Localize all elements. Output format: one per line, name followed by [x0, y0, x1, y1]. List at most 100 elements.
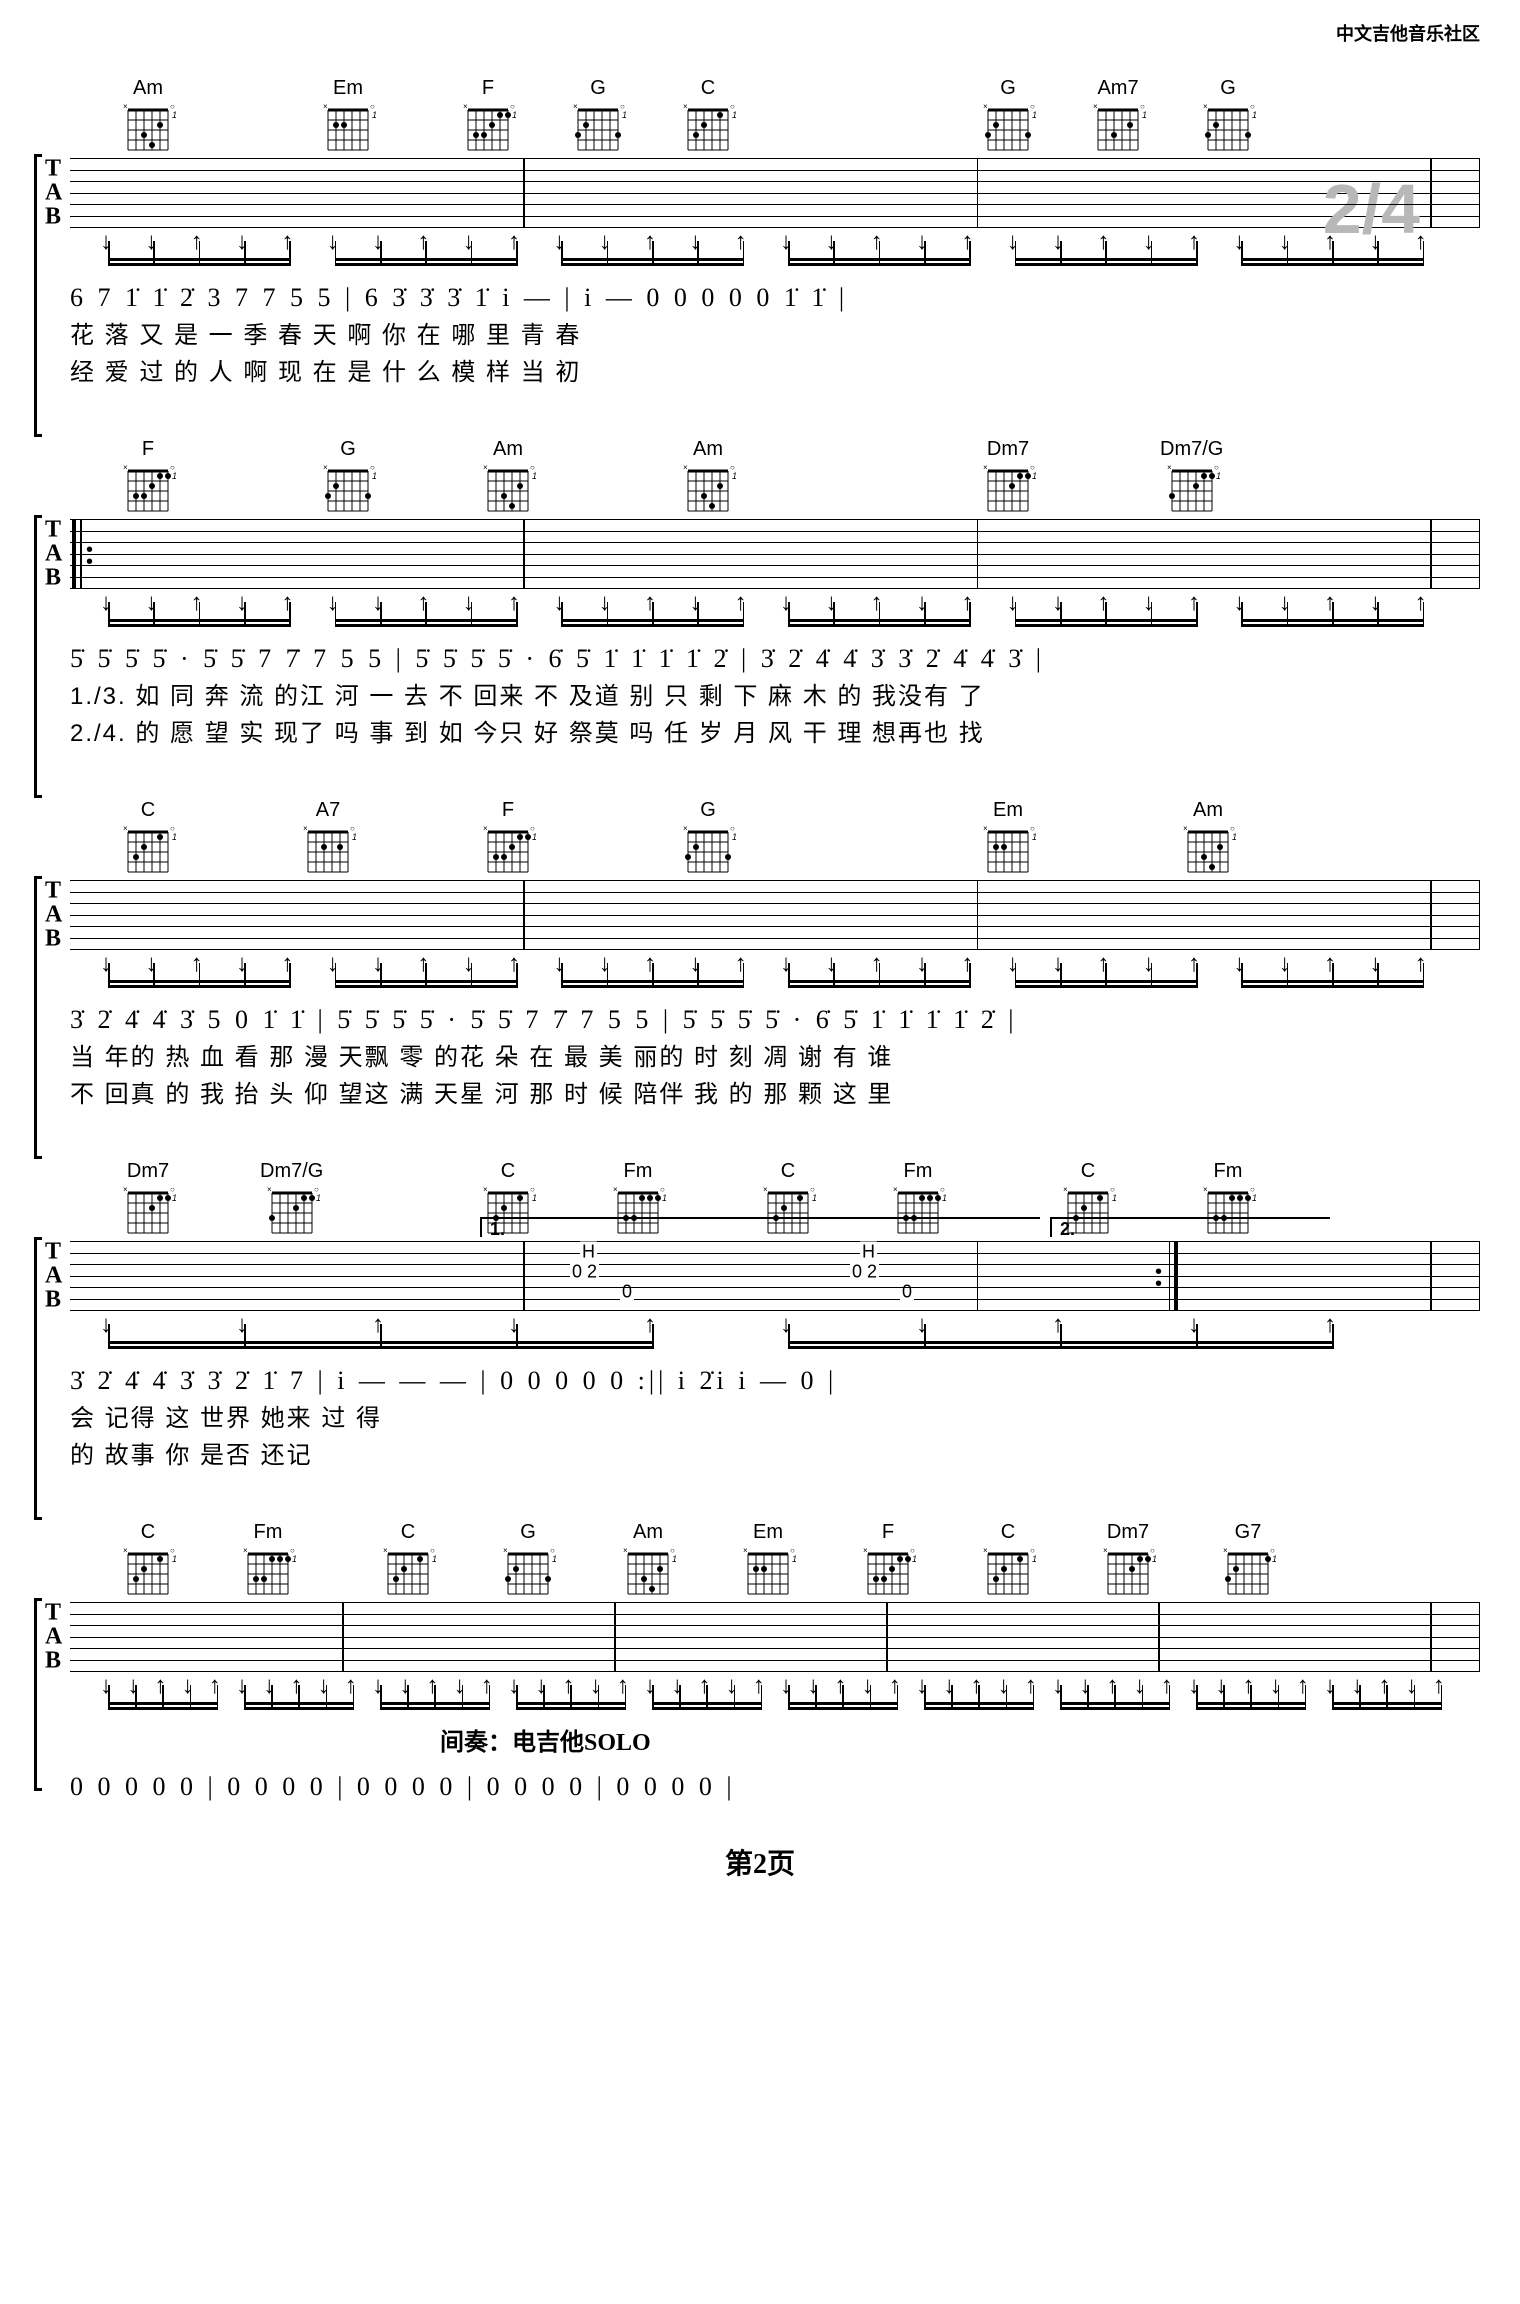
- strum-arrow: ↓: [689, 228, 701, 256]
- strum-arrow: ↑: [871, 950, 883, 978]
- tab-note: H: [860, 1242, 877, 1263]
- chord-c: C×○1: [120, 1521, 176, 1600]
- chord-am: Am×○1: [1180, 799, 1236, 878]
- strum-arrow: ↑: [1415, 950, 1427, 978]
- strum-arrow: ↓: [236, 228, 248, 256]
- chord-name: C: [401, 1521, 415, 1544]
- chord-name: G7: [1235, 1521, 1262, 1544]
- strum-row: ↓↓↑↓↑↓↓↑↓↑: [70, 1311, 1480, 1351]
- strum-arrow: ↑: [1097, 228, 1109, 256]
- barline: [1430, 159, 1432, 227]
- strum-arrow: ↓: [1052, 950, 1064, 978]
- strum-arrow: ↓: [780, 1311, 792, 1339]
- chord-name: Am: [493, 438, 523, 461]
- strum-arrow: ↓: [145, 589, 157, 617]
- strum-arrow: ↓: [127, 1672, 139, 1700]
- chord-name: Fm: [254, 1521, 283, 1544]
- svg-text:×: ×: [383, 1548, 388, 1555]
- chord-dm7-g: Dm7/G×○1: [260, 1160, 323, 1239]
- strum-arrow: ↓: [1134, 1672, 1146, 1700]
- strum-arrow: ↓: [916, 228, 928, 256]
- strum-arrow: ↑: [644, 228, 656, 256]
- barline: [523, 881, 525, 949]
- strum-arrow: ↓: [236, 950, 248, 978]
- chord-am: Am×○1: [120, 77, 176, 156]
- barline: [1430, 1603, 1432, 1671]
- barline: [342, 1603, 344, 1671]
- chord-diagram: ×○1: [500, 1548, 556, 1600]
- strum-arrow: ↑: [154, 1672, 166, 1700]
- svg-text:1: 1: [172, 471, 176, 481]
- chord-diagram: ×○1: [740, 1548, 796, 1600]
- svg-text:1: 1: [912, 1554, 916, 1564]
- svg-text:1: 1: [1032, 110, 1036, 120]
- strum-arrow: ↓: [780, 228, 792, 256]
- strum-arrow: ↓: [1369, 950, 1381, 978]
- barline-end: [1479, 1242, 1481, 1310]
- tab-note: H: [580, 1242, 597, 1263]
- tab-b: B: [45, 203, 61, 230]
- strum-arrow: ↑: [191, 589, 203, 617]
- chord-name: F: [882, 1521, 894, 1544]
- strum-arrow: ↑: [1161, 1672, 1173, 1700]
- svg-text:1: 1: [512, 110, 516, 120]
- strum-arrow: ↑: [735, 228, 747, 256]
- strum-arrow: ↑: [1324, 589, 1336, 617]
- chord-name: C: [501, 1160, 515, 1183]
- chord-name: G: [340, 438, 356, 461]
- strum-arrow: ↓: [508, 1311, 520, 1339]
- jianpu-row: 3̇ 2̇ 4̇ 4̇ 3̇ 3̇ 2̇ 1̇ 7 | i — — — | 0 …: [70, 1366, 1480, 1396]
- chord-diagram: ×○1: [680, 465, 736, 517]
- strum-arrow: ↑: [417, 589, 429, 617]
- chord-row: C×○1Fm×○1C×○1G×○1Am×○1Em×○1F×○1C×○1Dm7×○…: [40, 1510, 1480, 1600]
- tab-b: B: [45, 1286, 61, 1313]
- barline: [614, 1603, 616, 1671]
- strum-arrow: ↓: [463, 589, 475, 617]
- svg-text:×: ×: [463, 104, 468, 111]
- strum-arrow: ↑: [1025, 1672, 1037, 1700]
- chord-diagram: ×○1: [980, 826, 1036, 878]
- chord-name: F: [502, 799, 514, 822]
- chord-g: G×○1: [680, 799, 736, 878]
- chord-name: F: [142, 438, 154, 461]
- chord-em: Em×○1: [320, 77, 376, 156]
- svg-text:×: ×: [623, 1548, 628, 1555]
- chord-name: G: [520, 1521, 536, 1544]
- strum-arrow: ↓: [916, 1672, 928, 1700]
- strum-arrow: ↑: [961, 228, 973, 256]
- svg-text:1: 1: [1142, 110, 1146, 120]
- repeat-end: ••: [1155, 1266, 1162, 1290]
- strum-arrow: ↓: [644, 1672, 656, 1700]
- strum-arrow: ↓: [454, 1672, 466, 1700]
- strum-arrow: ↓: [327, 589, 339, 617]
- svg-text:×: ×: [483, 1187, 488, 1194]
- svg-text:×: ×: [683, 104, 688, 111]
- strum-arrow: ↓: [780, 1672, 792, 1700]
- strum-row: ↓↓↑↓↑↓↓↑↓↑↓↓↑↓↑↓↓↑↓↑↓↓↑↓↑↓↓↑↓↑: [70, 950, 1480, 990]
- strum-arrow: ↑: [1097, 589, 1109, 617]
- chord-diagram: ×○1: [460, 104, 516, 156]
- chord-name: Em: [753, 1521, 783, 1544]
- strum-arrow: ↓: [318, 1672, 330, 1700]
- strum-arrow: ↑: [1297, 1672, 1309, 1700]
- jianpu-row: 6 7 1̇ 1̇ 2̇ 3 7 7 5 5 | 6 3̇ 3̇ 3̇ 1̇ i…: [70, 283, 1480, 313]
- strum-arrow: ↓: [1324, 1672, 1336, 1700]
- strum-arrow: ↑: [1433, 1672, 1445, 1700]
- system-bracket: [34, 876, 42, 1159]
- chord-name: Dm7/G: [1160, 438, 1223, 461]
- strum-arrow: ↑: [1106, 1672, 1118, 1700]
- strum-arrow: ↑: [417, 950, 429, 978]
- strum-arrow: ↓: [1143, 228, 1155, 256]
- barline: [1430, 520, 1432, 588]
- chord-f: F×○1: [460, 77, 516, 156]
- chord-diagram: ×○1: [240, 1548, 296, 1600]
- strum-arrow: ↓: [372, 950, 384, 978]
- strum-arrow: ↓: [1351, 1672, 1363, 1700]
- chord-em: Em ×○1: [740, 1521, 796, 1600]
- strum-arrow: ↑: [961, 950, 973, 978]
- strum-arrow: ↓: [825, 950, 837, 978]
- svg-text:×: ×: [323, 465, 328, 472]
- strum-arrow: ↑: [562, 1672, 574, 1700]
- chord-name: C: [1081, 1160, 1095, 1183]
- strum-arrow: ↑: [1324, 950, 1336, 978]
